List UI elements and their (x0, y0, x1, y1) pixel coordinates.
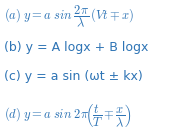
Text: $(d)\; y = a\; sin\; 2\pi\!\left(\dfrac{t}{T} \mp \dfrac{x}{\lambda}\right)$: $(d)\; y = a\; sin\; 2\pi\!\left(\dfrac{… (4, 102, 131, 128)
Text: (c) y = a sin (ωt ± kx): (c) y = a sin (ωt ± kx) (4, 70, 142, 83)
Text: $(a)\; y = a\; sin\; \dfrac{2\pi}{\lambda}\,(Vt \mp x)$: $(a)\; y = a\; sin\; \dfrac{2\pi}{\lambd… (4, 3, 134, 30)
Text: (b) y = A logx + B logx: (b) y = A logx + B logx (4, 41, 148, 54)
